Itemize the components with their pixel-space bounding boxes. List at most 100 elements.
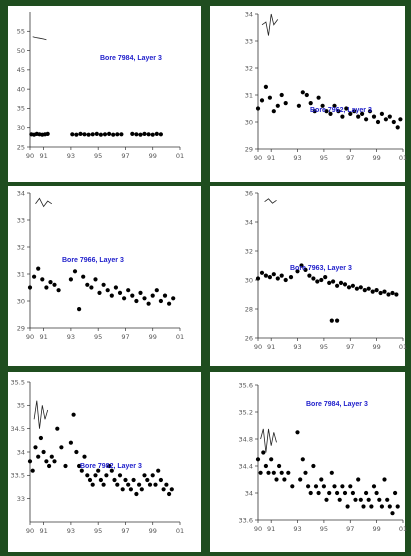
panel-3-data-point xyxy=(101,282,106,287)
panel-6-data-point xyxy=(274,477,279,482)
panel-5-data-point xyxy=(85,473,90,478)
panel-2-data-point xyxy=(364,117,369,122)
panel-5-x-tick-label: 97 xyxy=(121,527,129,535)
panel-1-data-point xyxy=(78,131,83,136)
panel-2-data-point xyxy=(255,106,261,111)
panel-6-data-point xyxy=(337,497,342,502)
panel-5-data-point xyxy=(112,477,117,483)
panel-6-data-point xyxy=(298,477,303,482)
panel-5-data-point xyxy=(167,491,172,497)
panel-5-data-point xyxy=(126,482,131,487)
panel-5-data-point xyxy=(161,487,166,492)
panel-1-annotation: Bore 7984, Layer 3 xyxy=(100,55,162,62)
panel-4-trace-line xyxy=(264,198,277,204)
panel-5-data-point xyxy=(98,477,103,483)
panel-3-x-tick-label: 99 xyxy=(149,333,157,341)
panel-6-data-point xyxy=(390,511,395,516)
panel-3-x-tick-label: 97 xyxy=(121,333,129,341)
panel-3-x-tick-label: 90 xyxy=(26,333,34,341)
panel-5-data-point xyxy=(147,482,153,487)
panel-5-y-tick-label: 33 xyxy=(17,495,25,503)
panel-4-data-point xyxy=(358,285,363,290)
panel-3-data-point xyxy=(85,282,90,287)
panel-5-data-point xyxy=(131,477,136,483)
panel-6-y-tick-label: 35.2 xyxy=(239,408,253,416)
panel-3-data-point xyxy=(117,290,123,295)
panel-2-data-point xyxy=(328,111,333,116)
panel-3-data-point xyxy=(154,288,159,293)
panel-1-x-tick-label: 97 xyxy=(121,152,129,160)
panel-6-x-tick-label: 91 xyxy=(267,525,275,533)
panel-1-y-tick-label: 40 xyxy=(17,85,25,93)
panel-3-data-point xyxy=(56,288,61,293)
panel-2-data-point xyxy=(324,109,329,114)
panel-1-data-point xyxy=(154,131,159,136)
panel-3-trace-line xyxy=(35,197,53,208)
panel-4-data-point xyxy=(386,292,391,297)
panel-3-data-point xyxy=(93,277,98,282)
panel-4-data-point xyxy=(335,318,340,323)
panel-4-data-point xyxy=(390,290,395,296)
panel-2-data-point xyxy=(352,109,357,114)
panel-5-y-tick-label: 33.5 xyxy=(11,472,25,480)
panel-6-data-point xyxy=(332,484,337,489)
panel-4-data-point xyxy=(307,273,312,278)
panel-4-data-point xyxy=(366,286,371,291)
panel-2-data-point xyxy=(308,101,313,106)
panel-6-data-point xyxy=(271,470,276,475)
panel-4-data-point xyxy=(271,272,276,277)
panel-6-x-tick-label: 95 xyxy=(320,525,328,533)
panel-6-data-point xyxy=(308,490,313,496)
panel-1-y-tick-label: 30 xyxy=(17,124,25,132)
panel-1-data-point xyxy=(70,132,75,137)
panel-5-data-point xyxy=(44,459,49,464)
panel-5-data-point xyxy=(145,477,150,483)
panel-1-data-point xyxy=(138,132,143,137)
panel-6-data-point xyxy=(321,484,326,489)
panel-2-data-point xyxy=(383,117,388,122)
panel-5-data-point xyxy=(93,473,98,478)
panel-4-y-tick-label: 34 xyxy=(245,218,253,226)
panel-4-data-point xyxy=(323,275,328,280)
panel-3-data-point xyxy=(146,301,151,306)
panel-2-y-tick-label: 34 xyxy=(245,10,253,18)
panel-5-data-point xyxy=(52,459,57,464)
panel-3-x-tick-label: 93 xyxy=(67,333,75,341)
panel-6-data-point xyxy=(261,450,266,455)
panel-6-x-tick-label: 99 xyxy=(372,525,380,533)
panel-5-data-point xyxy=(123,477,128,483)
panel-1-data-point xyxy=(74,132,79,137)
panel-4-y-tick-label: 28 xyxy=(245,305,253,313)
panel-3-y-tick-label: 30 xyxy=(17,297,25,305)
panel-5-data-point xyxy=(107,463,112,469)
panel-3-data-point xyxy=(109,293,114,298)
panel-6-data-point xyxy=(345,504,350,509)
panel-4-data-point xyxy=(350,283,355,288)
panel-5-data-point xyxy=(74,449,79,455)
panel-2-x-tick-label: 01 xyxy=(399,154,407,162)
panel-6-data-point xyxy=(348,484,353,489)
panel-5-data-point xyxy=(59,445,64,450)
panel-1-background xyxy=(8,6,201,182)
panel-2-data-point xyxy=(279,92,284,98)
panel-2-data-point xyxy=(271,109,276,114)
panel-2-y-tick-label: 31 xyxy=(245,91,253,99)
panel-6-data-point xyxy=(366,497,371,502)
panel-2-data-point xyxy=(332,103,337,108)
panel-2-x-tick-label: 95 xyxy=(320,154,328,162)
panel-6-background xyxy=(210,372,405,552)
panel-6-data-point xyxy=(340,484,345,489)
panel-5-data-point xyxy=(96,468,101,473)
panel-1-data-point xyxy=(150,132,155,137)
panel-6-y-tick-label: 33.6 xyxy=(239,516,253,524)
panel-6-data-point xyxy=(255,457,261,462)
panel-5-data-point xyxy=(109,468,114,473)
panel-5-data-point xyxy=(63,463,68,469)
panel-5-data-point xyxy=(169,487,174,492)
panel-1-data-point xyxy=(134,132,139,137)
panel-6-data-point xyxy=(266,470,271,475)
panel-2-data-point xyxy=(316,95,321,100)
panel-3-data-point xyxy=(27,285,33,290)
